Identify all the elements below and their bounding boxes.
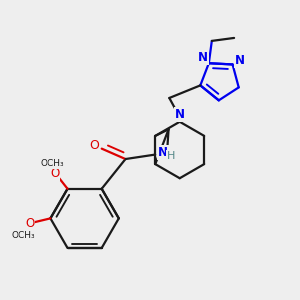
- Text: O: O: [50, 167, 59, 180]
- Text: OCH₃: OCH₃: [12, 230, 35, 239]
- Text: N: N: [175, 108, 185, 121]
- Text: N: N: [158, 146, 168, 159]
- Text: H: H: [167, 151, 175, 161]
- Text: N: N: [235, 54, 245, 68]
- Text: OCH₃: OCH₃: [40, 159, 64, 168]
- Text: N: N: [198, 51, 208, 64]
- Text: O: O: [89, 139, 99, 152]
- Text: O: O: [25, 217, 34, 230]
